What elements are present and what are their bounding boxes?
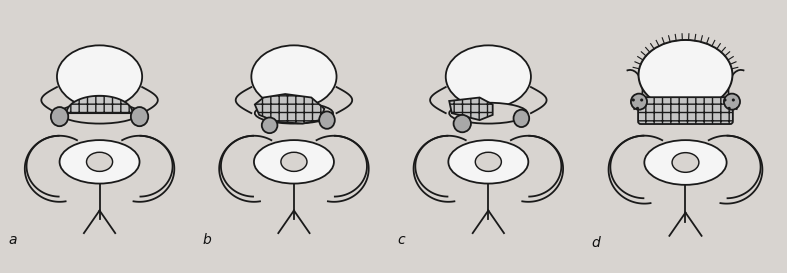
Ellipse shape — [638, 40, 733, 110]
Ellipse shape — [514, 110, 529, 127]
Ellipse shape — [262, 117, 278, 133]
Ellipse shape — [672, 153, 699, 172]
Ellipse shape — [255, 103, 333, 124]
Ellipse shape — [631, 94, 647, 110]
Ellipse shape — [60, 140, 139, 183]
Polygon shape — [255, 94, 324, 124]
Ellipse shape — [87, 152, 113, 171]
Text: d: d — [592, 236, 600, 250]
Ellipse shape — [57, 45, 142, 108]
Ellipse shape — [645, 140, 726, 185]
Polygon shape — [67, 96, 132, 113]
Ellipse shape — [449, 140, 528, 183]
Ellipse shape — [445, 45, 531, 108]
Ellipse shape — [61, 103, 139, 124]
Polygon shape — [449, 97, 493, 120]
Text: c: c — [397, 233, 405, 247]
Ellipse shape — [251, 45, 337, 108]
Ellipse shape — [131, 107, 148, 126]
Ellipse shape — [724, 94, 740, 110]
FancyBboxPatch shape — [638, 97, 733, 124]
Ellipse shape — [453, 115, 471, 132]
Ellipse shape — [281, 152, 307, 171]
Text: a: a — [9, 233, 17, 247]
Ellipse shape — [320, 111, 334, 129]
Ellipse shape — [475, 152, 501, 171]
Ellipse shape — [254, 140, 334, 183]
Ellipse shape — [51, 107, 68, 126]
Text: b: b — [203, 233, 212, 247]
Ellipse shape — [449, 103, 527, 124]
